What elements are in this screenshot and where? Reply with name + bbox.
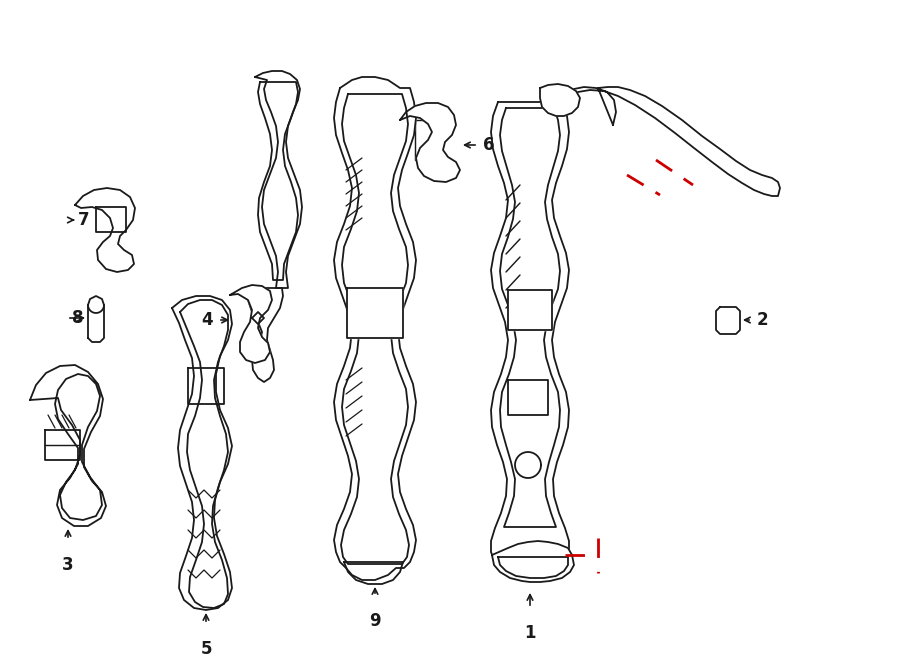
- Polygon shape: [172, 296, 232, 610]
- Polygon shape: [515, 452, 541, 478]
- Polygon shape: [562, 87, 780, 196]
- Text: 9: 9: [369, 612, 381, 630]
- Text: 7: 7: [78, 211, 90, 229]
- Polygon shape: [540, 84, 580, 116]
- Polygon shape: [347, 288, 403, 338]
- Polygon shape: [491, 102, 569, 580]
- Text: 5: 5: [200, 640, 212, 658]
- Polygon shape: [492, 541, 574, 582]
- Polygon shape: [248, 288, 283, 382]
- Polygon shape: [716, 307, 740, 334]
- Text: 2: 2: [757, 311, 769, 329]
- Polygon shape: [88, 296, 104, 342]
- Text: 6: 6: [483, 136, 494, 154]
- Polygon shape: [30, 365, 106, 526]
- Polygon shape: [230, 285, 272, 363]
- Polygon shape: [334, 77, 416, 580]
- Text: 1: 1: [524, 624, 536, 642]
- Text: 3: 3: [62, 556, 74, 574]
- Text: 4: 4: [202, 311, 213, 329]
- Polygon shape: [508, 380, 548, 415]
- Polygon shape: [255, 71, 302, 288]
- Polygon shape: [508, 290, 552, 330]
- Polygon shape: [75, 188, 135, 272]
- Polygon shape: [400, 103, 460, 182]
- Text: 8: 8: [72, 309, 84, 327]
